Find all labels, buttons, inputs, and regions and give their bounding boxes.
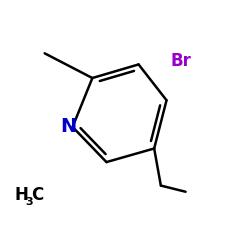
Text: N: N xyxy=(60,118,76,137)
Text: H: H xyxy=(15,186,29,204)
Text: 3: 3 xyxy=(25,197,33,207)
Text: C: C xyxy=(32,186,44,204)
Text: Br: Br xyxy=(171,52,192,70)
